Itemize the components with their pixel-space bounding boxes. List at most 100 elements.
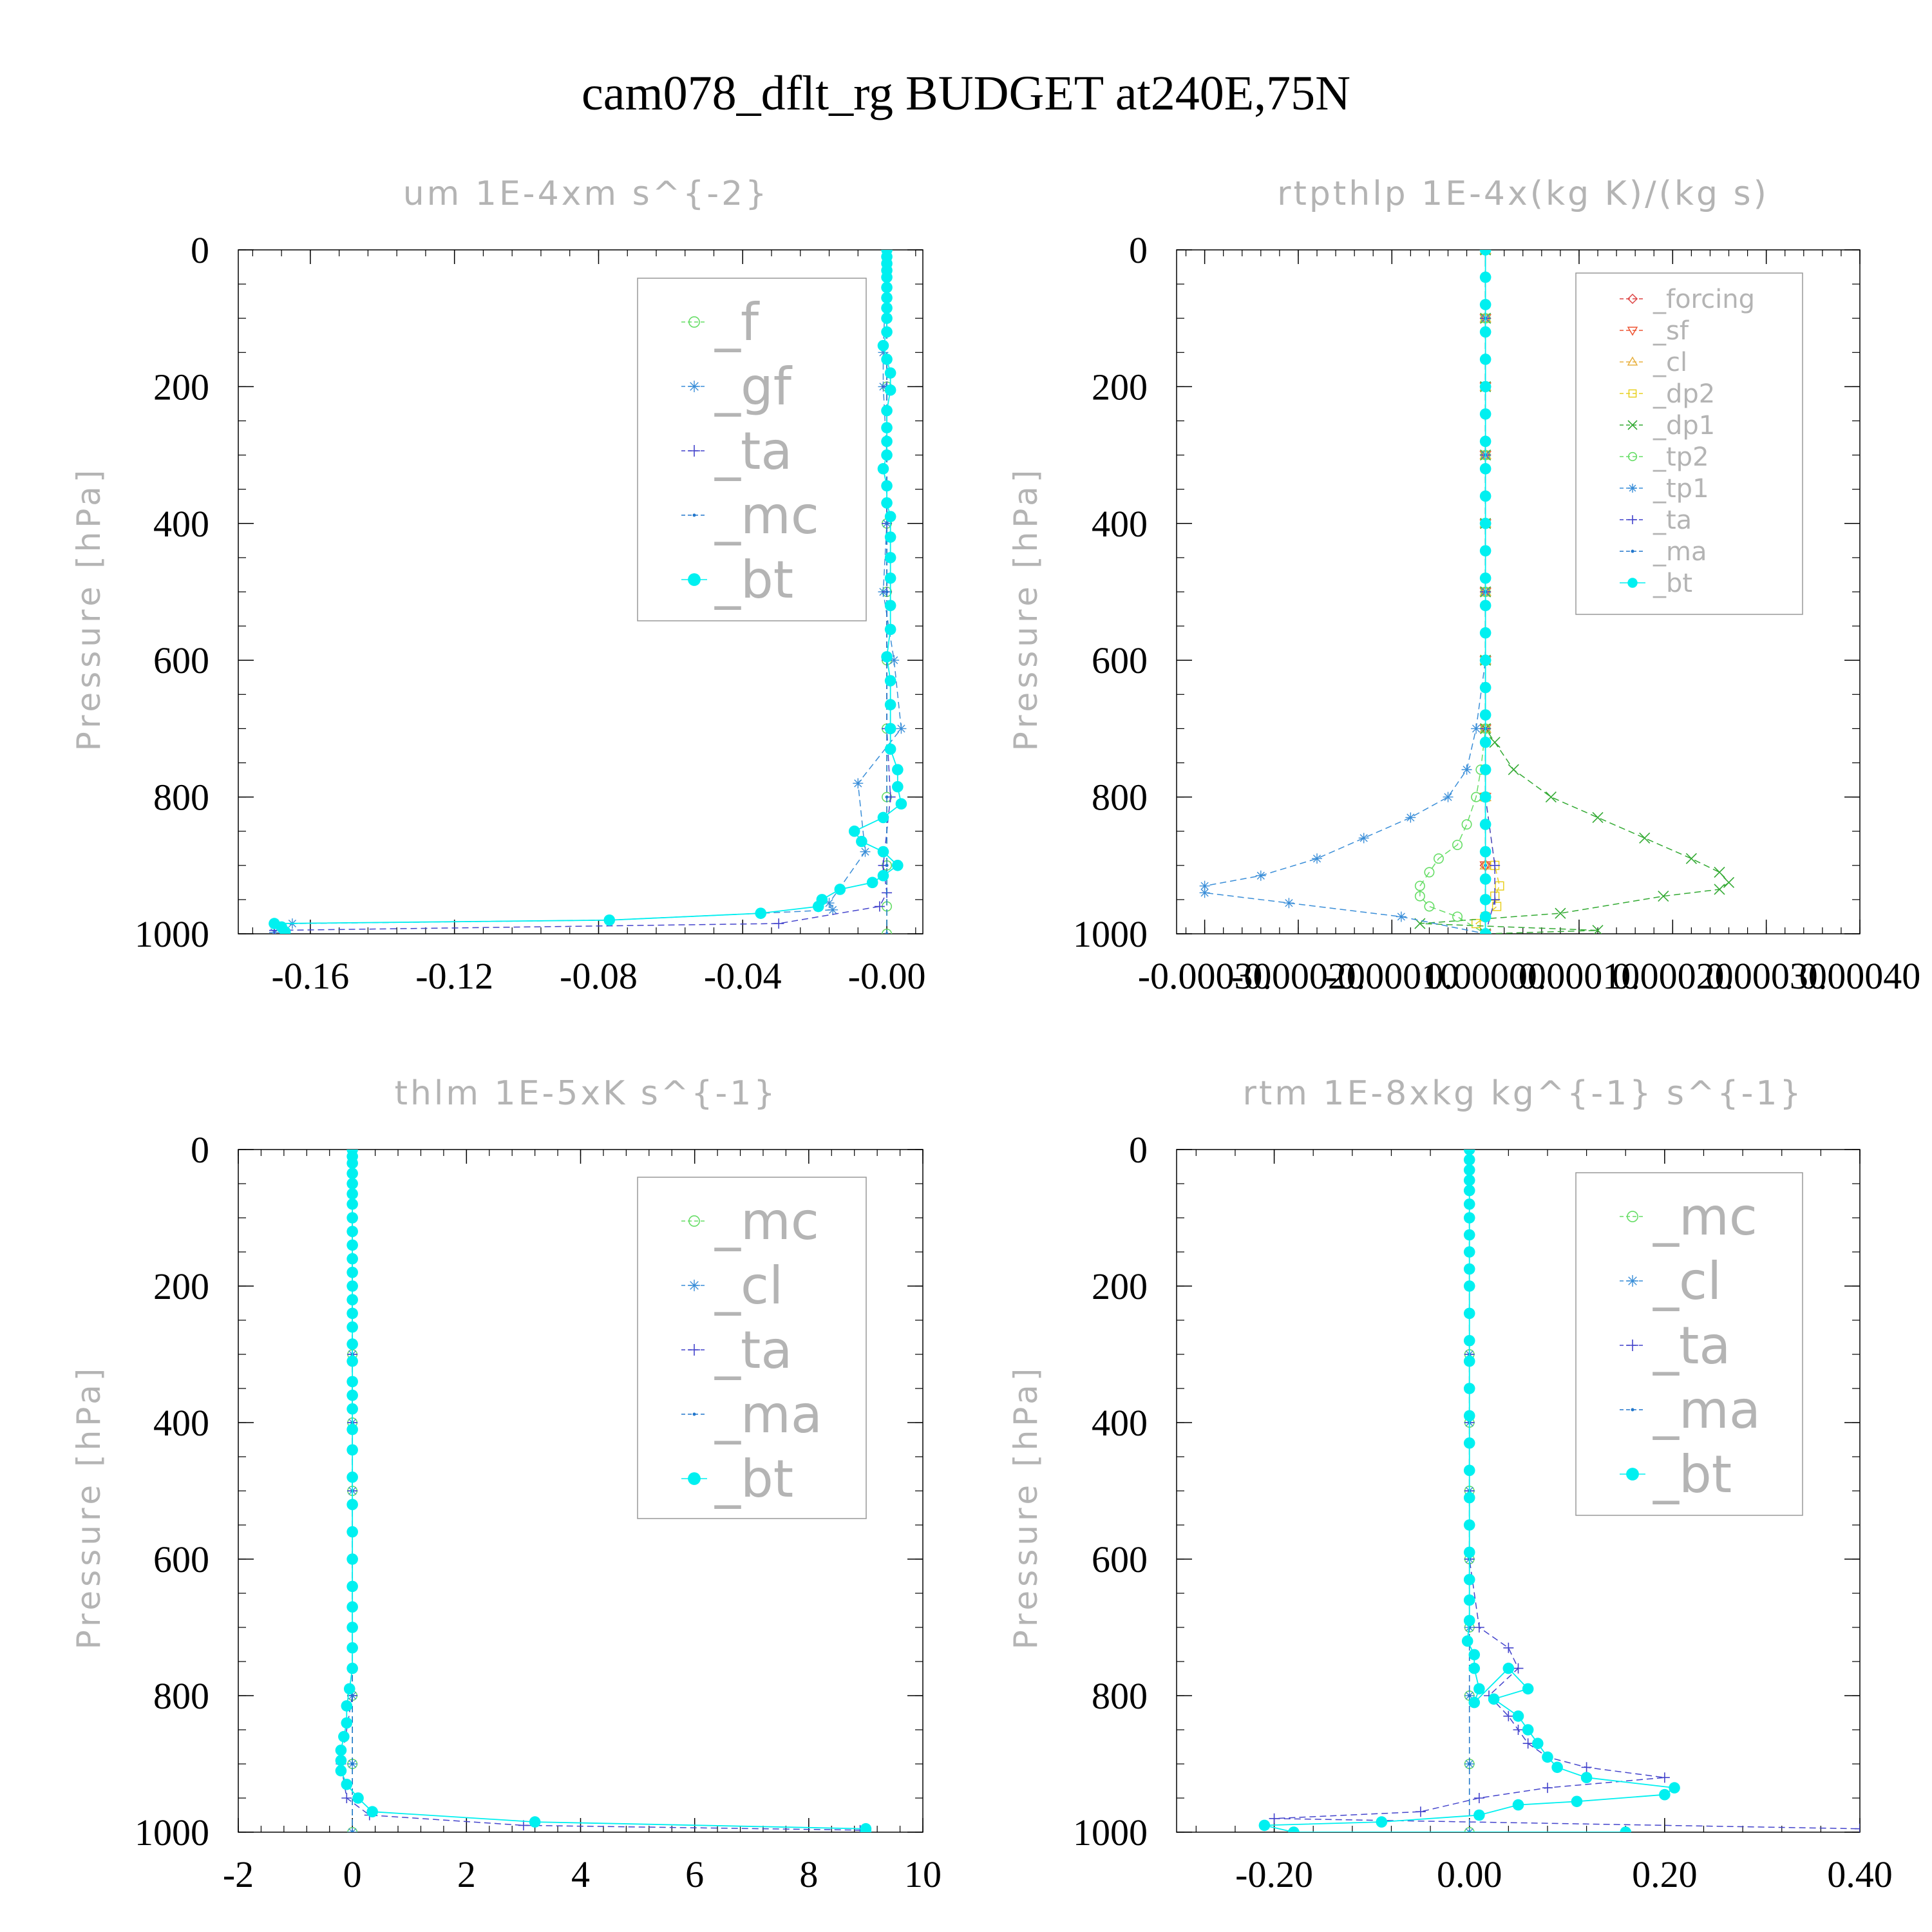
series-tp2-point	[1414, 880, 1425, 891]
series-mc-point	[885, 795, 889, 799]
series-ta-point	[773, 918, 784, 929]
y-tick-label: 400	[153, 1402, 209, 1444]
series-bt-point	[1512, 1710, 1524, 1722]
series-bt-point	[848, 825, 860, 837]
series-bt-point	[1463, 1437, 1475, 1449]
legend-label: _gf	[714, 357, 793, 417]
y-tick-label: 0	[1129, 229, 1148, 271]
x-tick-label: 0.00000	[1425, 955, 1546, 997]
series-bt-point	[1479, 654, 1492, 666]
series-ta-point	[341, 1793, 352, 1803]
series-bt-point	[1463, 1383, 1475, 1394]
series-bt-point	[881, 404, 893, 417]
legend-label: _cl	[714, 1256, 783, 1316]
legend-label: _cl	[1653, 348, 1687, 377]
series-dp2-point	[1495, 881, 1504, 891]
series-ta-point	[1415, 1806, 1426, 1817]
series-bt-point	[1463, 1263, 1475, 1275]
legend-symbol	[1620, 420, 1645, 430]
series-tp1	[1199, 250, 1491, 934]
legend-symbol	[681, 1215, 707, 1227]
y-tick-label: 800	[153, 1675, 209, 1717]
series-bt-point	[346, 1338, 358, 1350]
series-gf-point	[889, 655, 900, 666]
series-ma-point	[350, 1762, 354, 1766]
panel-title-rtm: rtm 1E-8xkg kg^{-1} s^{-1}	[1242, 1074, 1803, 1113]
legend-label: _mc	[1653, 1187, 1757, 1247]
legend-symbol	[681, 316, 707, 328]
series-ta-point	[1503, 1710, 1514, 1721]
legend: _f_gf_ta_mc_bt	[637, 278, 867, 621]
panel-um: um 1E-4xm s^{-2} Pressure [hPa] -0.16 -0.…	[70, 175, 925, 997]
x-tick-label: 8	[799, 1853, 818, 1895]
series-bt-point	[812, 900, 824, 913]
series-bt	[269, 250, 907, 934]
series-bt-point	[1659, 1788, 1671, 1801]
series-bt-point	[1463, 1410, 1475, 1422]
series-bt-point	[1522, 1724, 1534, 1736]
series-bt-point	[1479, 271, 1492, 283]
series-dp1-point	[1545, 791, 1557, 803]
series-gf-point	[824, 898, 835, 909]
y-tick-label: 0	[191, 1129, 209, 1171]
legend-marker	[688, 381, 700, 392]
series-bt-point	[1522, 1683, 1534, 1695]
panel-title-um: um 1E-4xm s^{-2}	[403, 175, 770, 213]
series-tp2-point	[1414, 891, 1425, 902]
series-bt-point	[346, 1226, 358, 1237]
series-bt-point	[603, 914, 616, 926]
series-bt-point	[1463, 1574, 1475, 1586]
series-ta-point	[1269, 1813, 1280, 1824]
series-bt-point	[1463, 1198, 1475, 1210]
legend: _mc_cl_ta_ma_bt	[1575, 1172, 1803, 1516]
plot-area-thlm: -2 0 2 4 6 8 10 0 200 400 600 800 1000 _mc_cl_ta_ma_b…	[135, 1129, 942, 1895]
series-tp1-point	[1255, 870, 1266, 881]
y-tick-label: 1000	[1073, 1812, 1148, 1853]
series-bt-point	[881, 312, 893, 325]
series-ta-point	[1522, 1738, 1533, 1749]
series-mc-point	[885, 932, 889, 934]
series-bt-point	[877, 463, 889, 475]
series-bt-point	[884, 743, 896, 755]
series-tp2-point	[1452, 911, 1463, 922]
legend-symbol	[1620, 451, 1645, 462]
legend-marker	[692, 1412, 696, 1416]
series-bt-point	[335, 1754, 347, 1766]
series-ma-point	[1468, 1694, 1472, 1698]
series-bt-point	[881, 271, 893, 283]
series-bt-point	[884, 675, 896, 687]
series-gf-point	[878, 347, 889, 358]
series-tp2-point	[1433, 853, 1444, 864]
series-ma-point	[1468, 1762, 1472, 1766]
x-tick-label: 2	[457, 1853, 476, 1895]
series-bt-point	[1376, 1816, 1388, 1828]
legend-marker	[1626, 1468, 1639, 1481]
series-ta-point	[1513, 1663, 1524, 1674]
series-dp1-point	[1714, 866, 1725, 878]
legend-label: _mc	[714, 1191, 819, 1251]
series-bt-point	[884, 623, 896, 636]
x-tick-label: 0.40	[1827, 1853, 1893, 1895]
legend-label: _ta	[1653, 506, 1692, 535]
y-tick-label: 0	[1129, 1129, 1148, 1171]
y-tick-label: 200	[1092, 366, 1148, 408]
series-bt-point	[1580, 1772, 1593, 1783]
series-bt-point	[895, 798, 907, 810]
series-bt-point	[346, 1239, 358, 1251]
series-bt-point	[1468, 1696, 1481, 1709]
plot-area-rtm: -0.20 0.00 0.20 0.40 0 200 400 600 800 1000 _mc_cl…	[1073, 1129, 1893, 1895]
series-dp1-point	[1685, 853, 1697, 864]
series-bt-point	[1288, 1826, 1300, 1832]
series-bt-point	[1479, 791, 1492, 803]
series-bt-point	[856, 835, 867, 848]
y-tick-label: 400	[1092, 503, 1148, 545]
panel-title-rtpthlp: rtpthlp 1E-4x(kg K)/(kg s)	[1277, 175, 1769, 213]
series-bt-point	[881, 651, 893, 663]
series-bt-point	[1479, 435, 1492, 448]
series-bt-point	[1479, 819, 1492, 830]
legend-symbol	[681, 1280, 707, 1291]
series-dp2-point	[1471, 918, 1481, 929]
legend-box	[1575, 1172, 1803, 1516]
legend-symbol	[681, 513, 707, 517]
legend-symbol	[1620, 578, 1645, 588]
